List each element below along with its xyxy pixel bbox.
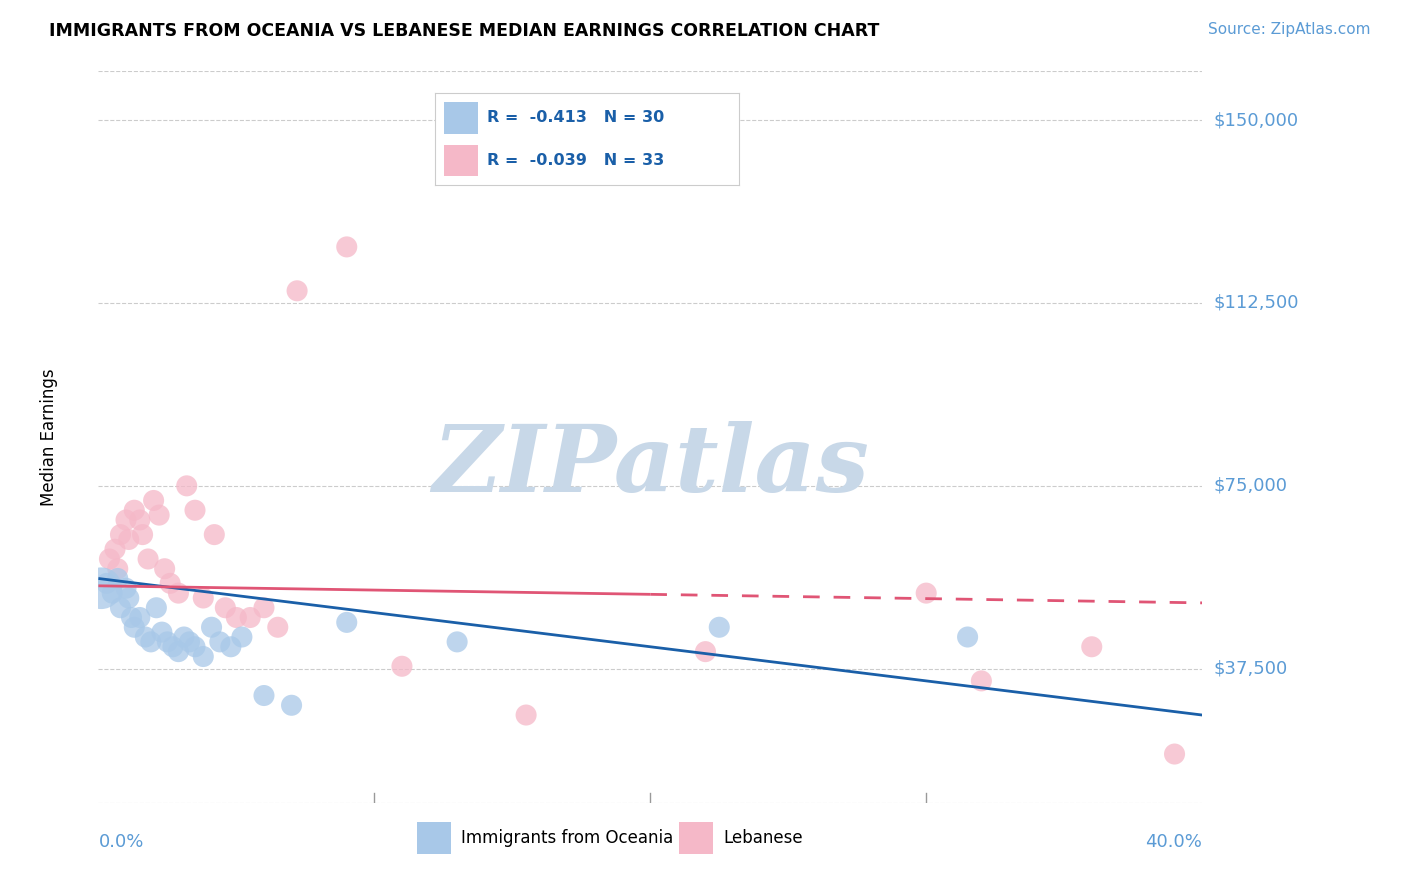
- Point: [193, 649, 215, 664]
- Point: [90, 581, 112, 595]
- Point: [208, 635, 231, 649]
- Point: [285, 284, 308, 298]
- Point: [193, 591, 215, 605]
- Text: Source: ZipAtlas.com: Source: ZipAtlas.com: [1208, 22, 1371, 37]
- Point: [118, 533, 141, 547]
- Point: [915, 586, 938, 600]
- Point: [110, 527, 132, 541]
- Point: [695, 645, 717, 659]
- Point: [107, 572, 129, 586]
- Point: [176, 479, 198, 493]
- Point: [253, 600, 276, 615]
- Point: [167, 586, 190, 600]
- Point: [124, 503, 146, 517]
- Text: $75,000: $75,000: [1213, 477, 1288, 495]
- Point: [219, 640, 242, 654]
- Point: [970, 673, 993, 688]
- Point: [150, 625, 173, 640]
- Point: [179, 635, 201, 649]
- Text: $37,500: $37,500: [1213, 660, 1288, 678]
- Point: [145, 600, 167, 615]
- Point: [128, 513, 150, 527]
- Point: [446, 635, 468, 649]
- Point: [121, 610, 143, 624]
- Point: [96, 576, 118, 591]
- Point: [128, 610, 150, 624]
- Point: [148, 508, 170, 522]
- Point: [115, 581, 138, 595]
- Point: [107, 562, 129, 576]
- Point: [104, 542, 127, 557]
- Text: $112,500: $112,500: [1213, 294, 1299, 312]
- Point: [124, 620, 146, 634]
- Point: [142, 493, 165, 508]
- Point: [391, 659, 413, 673]
- Point: [110, 600, 132, 615]
- Point: [159, 576, 181, 591]
- Point: [1163, 747, 1185, 761]
- Point: [136, 552, 159, 566]
- Text: 0.0%: 0.0%: [98, 833, 143, 851]
- Point: [167, 645, 190, 659]
- Point: [98, 552, 121, 566]
- Point: [153, 562, 176, 576]
- Point: [202, 527, 225, 541]
- Point: [214, 600, 236, 615]
- Point: [184, 640, 207, 654]
- Text: IMMIGRANTS FROM OCEANIA VS LEBANESE MEDIAN EARNINGS CORRELATION CHART: IMMIGRANTS FROM OCEANIA VS LEBANESE MEDI…: [49, 22, 880, 40]
- Point: [131, 527, 153, 541]
- Text: Median Earnings: Median Earnings: [39, 368, 58, 506]
- Point: [709, 620, 731, 634]
- Point: [118, 591, 141, 605]
- Point: [200, 620, 222, 634]
- Point: [134, 630, 156, 644]
- Point: [139, 635, 162, 649]
- Point: [239, 610, 262, 624]
- Point: [1080, 640, 1102, 654]
- Point: [101, 586, 124, 600]
- Point: [225, 610, 247, 624]
- Point: [173, 630, 195, 644]
- Point: [115, 513, 138, 527]
- Point: [515, 708, 537, 723]
- Point: [231, 630, 253, 644]
- Point: [162, 640, 184, 654]
- Text: 40.0%: 40.0%: [1146, 833, 1202, 851]
- Text: ZIPatlas: ZIPatlas: [432, 421, 869, 511]
- Point: [336, 615, 359, 630]
- Point: [156, 635, 179, 649]
- Point: [280, 698, 302, 713]
- Point: [253, 689, 276, 703]
- Text: $150,000: $150,000: [1213, 112, 1298, 129]
- Point: [956, 630, 979, 644]
- Point: [336, 240, 359, 254]
- Point: [267, 620, 290, 634]
- Point: [184, 503, 207, 517]
